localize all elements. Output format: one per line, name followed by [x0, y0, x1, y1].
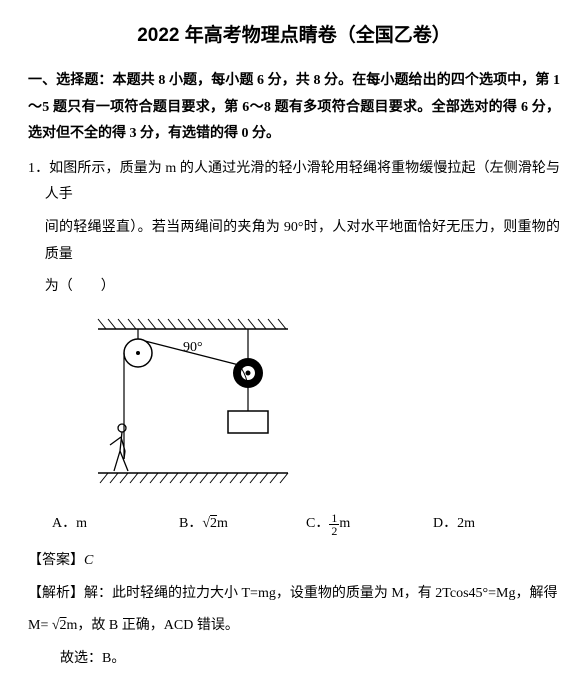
opt-c-prefix: C． [306, 516, 329, 531]
section-heading: 一、选择题：本题共 8 小题，每小题 6 分，共 8 分。在每小题给出的四个选项… [28, 68, 560, 148]
question-line-2: 间的轻绳竖直）。若当两绳间的夹角为 90°时，人对水平地面恰好无压力，则重物的质… [28, 215, 560, 268]
solution-label: 【解析】 [28, 586, 84, 601]
sol2-suffix: m，故 B 正确，ACD 错误。 [67, 618, 239, 633]
options-row: A．m B．√2m C．12m D．2m [28, 511, 560, 538]
opt-c-suffix: m [339, 516, 350, 531]
question-number: 1． [28, 161, 49, 176]
solution-line-3: 故选：B。 [28, 646, 560, 673]
angle-label: 90° [183, 340, 203, 355]
answer-line: 【答案】C [28, 548, 560, 575]
question-line-3: 为（ ） [28, 274, 560, 301]
question-line-1: 1．如图所示，质量为 m 的人通过光滑的轻小滑轮用轻绳将重物缓慢拉起（左侧滑轮与… [28, 156, 560, 209]
sol-text-1: 解：此时轻绳的拉力大小 T=mg，设重物的质量为 M，有 2Tcos45°=Mg… [84, 586, 557, 601]
opt-b-prefix: B． [179, 516, 202, 531]
answer-value: C [84, 553, 93, 568]
opt-c-den: 2 [329, 525, 339, 537]
solution-line-1: 【解析】解：此时轻绳的拉力大小 T=mg，设重物的质量为 M，有 2Tcos45… [28, 581, 560, 608]
option-a: A．m [52, 511, 179, 538]
sol2-prefix: M= [28, 618, 52, 633]
option-d: D．2m [433, 511, 560, 538]
solution-line-2: M= √2m，故 B 正确，ACD 错误。 [28, 613, 560, 640]
opt-b-suffix: m [217, 516, 228, 531]
option-b: B．√2m [179, 511, 306, 538]
question-figure: 90° [88, 311, 560, 502]
opt-c-num: 1 [329, 512, 339, 525]
q-text-1: 如图所示，质量为 m 的人通过光滑的轻小滑轮用轻绳将重物缓慢拉起（左侧滑轮与人手 [45, 161, 560, 203]
answer-label: 【答案】 [28, 553, 84, 568]
page-title: 2022 年高考物理点睛卷（全国乙卷） [28, 18, 560, 54]
answer-block: 【答案】C 【解析】解：此时轻绳的拉力大小 T=mg，设重物的质量为 M，有 2… [28, 548, 560, 672]
option-c: C．12m [306, 511, 433, 538]
opt-b-root: 2 [210, 516, 217, 531]
sol2-root: 2 [60, 618, 67, 633]
